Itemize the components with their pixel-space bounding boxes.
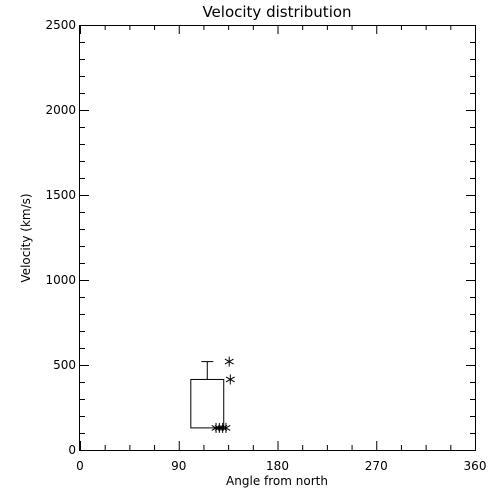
data-point-asterisk [224,356,234,367]
y-tick-label: 0 [68,443,76,457]
y-tick-label: 2000 [45,103,76,117]
y-tick-label: 500 [53,358,76,372]
plot-frame [79,25,476,451]
x-tick-label: 90 [171,459,186,473]
x-tick-label: 270 [365,459,388,473]
x-axis-title: Angle from north [226,474,328,488]
data-point-asterisk [225,374,235,385]
y-tick-label: 1000 [45,273,76,287]
axis-tick-labels: 0 90 180 270 360 0 500 1000 1500 2000 2500 [45,18,486,473]
x-tick-label: 360 [464,459,487,473]
x-tick-label: 180 [266,459,289,473]
data-marks [190,356,235,433]
y-tick-label: 2500 [45,18,76,32]
x-tick-label: 0 [76,459,84,473]
box-rect [190,378,225,429]
chart-title: Velocity distribution [202,3,351,21]
y-tick-label: 1500 [45,188,76,202]
data-point-asterisk [221,422,231,433]
axis-ticks [80,25,476,451]
y-axis-title: Velocity (km/s) [19,193,33,282]
